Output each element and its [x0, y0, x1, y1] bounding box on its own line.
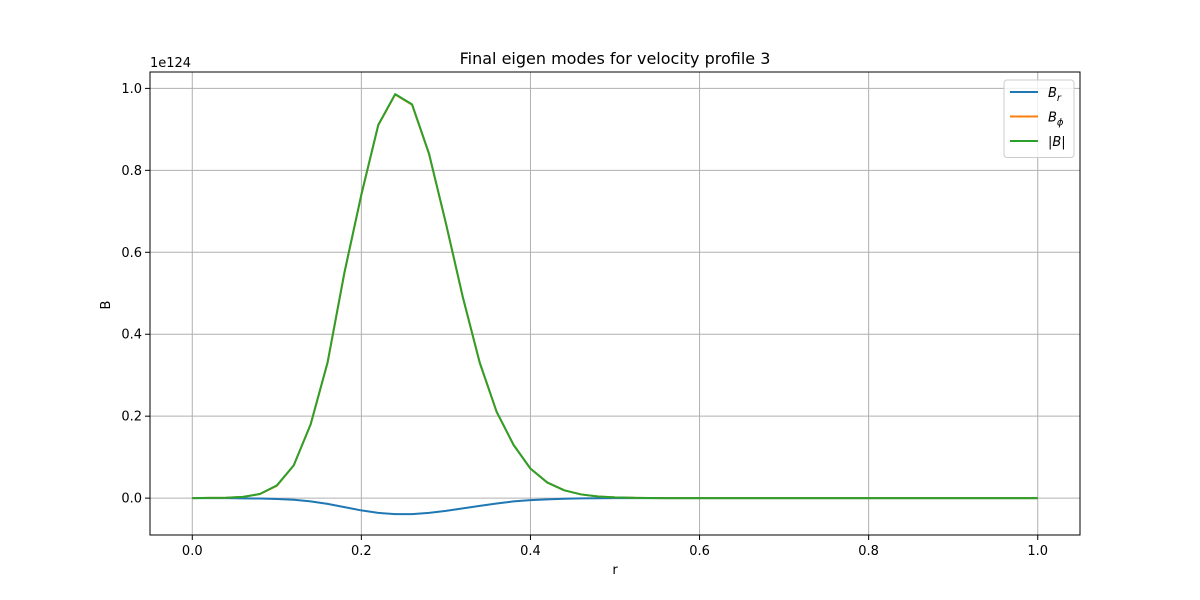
x-tick-label: 0.0	[182, 544, 203, 559]
legend-label: |B|	[1048, 135, 1066, 150]
x-tick-label: 0.2	[351, 544, 372, 559]
y-tick-label: 0.8	[121, 164, 142, 179]
y-axis-label: B	[99, 301, 114, 310]
y-tick-label: 0.2	[121, 410, 142, 425]
plot-area: 0.0 0.2 0.4 0.6 0.8 1.0 0.0 0.2 0.4 0.6 0.8 1.0	[121, 71, 1081, 559]
x-tick-label: 0.4	[520, 544, 541, 559]
legend-label: Bϕ	[1048, 111, 1064, 129]
series-line-b	[192, 93, 1038, 500]
chart-title: Final eigen modes for velocity profile 3	[460, 49, 771, 68]
x-axis-label: r	[612, 563, 618, 578]
x-tick-label: 1.0	[1027, 544, 1048, 559]
y-tick-label: 1.0	[121, 82, 142, 97]
y-tick-label: 0.4	[121, 328, 142, 343]
legend: Br Bϕ |B|	[1003, 79, 1075, 158]
axes-frame	[149, 71, 1081, 536]
legend-label: Br	[1048, 86, 1062, 104]
y-tick-label: 0.6	[121, 246, 142, 261]
legend-frame	[1003, 79, 1075, 158]
x-tick-label: 0.8	[858, 544, 879, 559]
y-tick-label: 0.0	[121, 492, 142, 507]
y-offset-label: 1e124	[150, 56, 191, 71]
x-tick-label: 0.6	[689, 544, 710, 559]
